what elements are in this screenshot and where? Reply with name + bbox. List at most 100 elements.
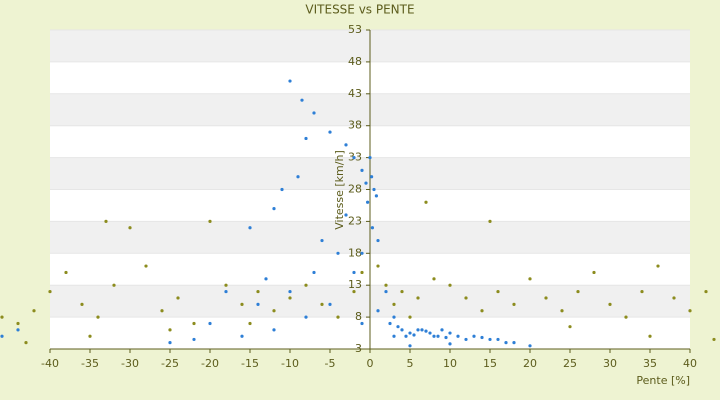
point <box>568 325 572 329</box>
point <box>370 226 374 230</box>
point <box>396 325 400 329</box>
y-tick-label: 8 <box>355 310 362 323</box>
point <box>364 181 368 185</box>
point <box>64 270 68 275</box>
point <box>352 156 356 160</box>
point <box>576 289 580 294</box>
point <box>320 302 324 306</box>
point <box>304 315 308 319</box>
point <box>368 156 372 160</box>
point <box>408 344 412 348</box>
point <box>428 331 432 335</box>
point <box>112 283 116 287</box>
x-tick-label: -25 <box>161 357 179 370</box>
point <box>392 334 396 338</box>
point <box>24 341 28 345</box>
y-tick-label: 28 <box>348 183 362 196</box>
point <box>376 264 380 268</box>
point <box>392 302 396 306</box>
point <box>512 341 516 345</box>
point <box>312 270 316 275</box>
point <box>456 334 460 338</box>
point <box>376 238 380 243</box>
x-tick-label: -30 <box>121 357 139 370</box>
point <box>224 289 228 294</box>
x-tick-label: -5 <box>325 357 336 370</box>
point <box>96 315 100 319</box>
point <box>240 302 244 306</box>
y-tick-label: 43 <box>348 87 362 100</box>
point <box>304 136 308 141</box>
y-tick-label: 48 <box>348 55 362 68</box>
y-tick-label: 3 <box>355 342 362 355</box>
point <box>248 321 252 326</box>
point <box>312 111 316 115</box>
x-tick-label: 40 <box>683 357 697 370</box>
point <box>272 207 276 211</box>
point <box>328 302 332 306</box>
x-tick-label: -15 <box>241 357 259 370</box>
point <box>416 328 420 332</box>
point <box>176 296 180 300</box>
x-tick-label: 10 <box>443 357 457 370</box>
point <box>592 270 596 275</box>
point <box>88 334 92 338</box>
point <box>408 331 412 335</box>
point <box>436 334 440 338</box>
point <box>336 315 340 319</box>
point <box>80 302 84 306</box>
point <box>392 315 396 319</box>
point <box>360 321 364 326</box>
point <box>32 309 36 313</box>
point <box>128 226 132 230</box>
point <box>272 309 276 313</box>
point <box>288 79 292 83</box>
point <box>352 289 356 294</box>
point <box>248 226 252 230</box>
x-tick-label: 20 <box>523 357 537 370</box>
point <box>272 328 276 332</box>
point <box>288 289 292 294</box>
x-tick-label: -35 <box>81 357 99 370</box>
point <box>208 219 212 223</box>
point <box>464 337 468 342</box>
y-tick-label: 38 <box>348 119 362 132</box>
y-tick-label: 53 <box>348 23 362 36</box>
x-tick-label: 25 <box>563 357 577 370</box>
point <box>192 321 196 326</box>
point <box>372 187 376 192</box>
point <box>448 331 452 335</box>
point <box>648 334 652 338</box>
x-tick-label: 35 <box>643 357 657 370</box>
y-axis-label: Vitesse [km/h] <box>333 150 346 230</box>
point <box>256 302 260 306</box>
point <box>366 200 370 204</box>
point <box>404 334 408 338</box>
point <box>296 175 300 179</box>
point <box>528 277 532 281</box>
point <box>480 309 484 313</box>
point <box>240 334 244 338</box>
point <box>412 333 416 337</box>
point <box>384 289 388 294</box>
point <box>488 337 492 342</box>
point <box>408 315 412 319</box>
y-tick-label: 13 <box>348 278 362 291</box>
point <box>420 328 424 332</box>
point <box>400 328 404 332</box>
point <box>160 309 164 313</box>
point <box>464 296 468 300</box>
point <box>264 277 268 281</box>
point <box>560 309 564 313</box>
point <box>304 283 308 287</box>
point <box>320 238 324 243</box>
point <box>416 296 420 300</box>
point <box>280 187 284 192</box>
point <box>432 277 436 281</box>
point <box>672 296 676 300</box>
point <box>224 283 228 287</box>
point <box>472 334 476 338</box>
point <box>448 342 452 346</box>
point <box>448 283 452 287</box>
